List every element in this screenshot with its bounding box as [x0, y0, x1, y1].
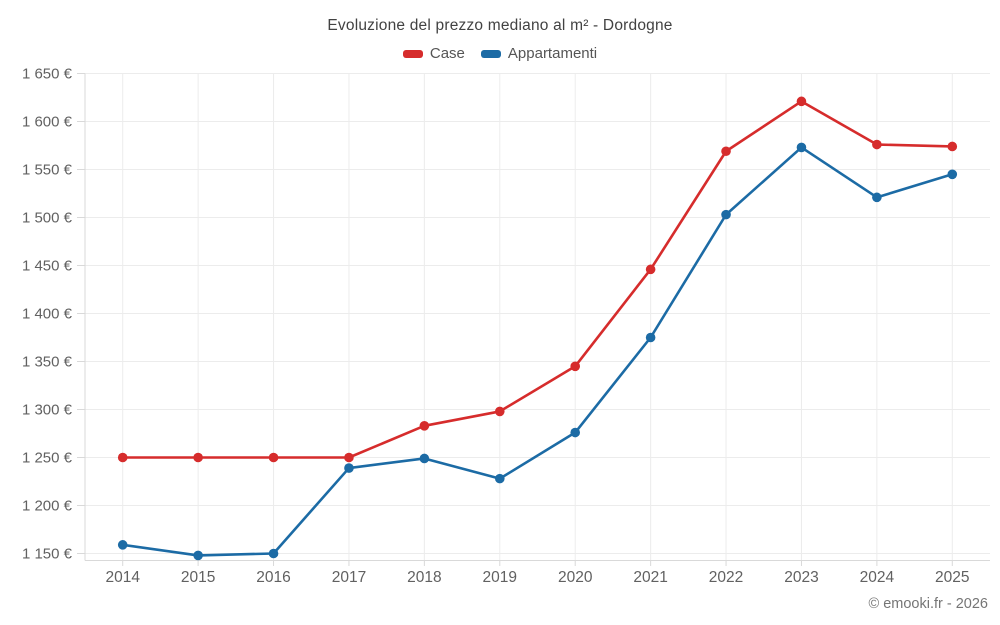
data-point-case-2017	[344, 452, 354, 463]
data-point-appartamenti-2015	[193, 550, 203, 561]
data-point-appartamenti-2024	[872, 192, 882, 203]
legend-label-case: Case	[429, 45, 465, 62]
x-axis-label: 2025	[935, 569, 969, 586]
copyright-credit: © emooki.fr - 2026	[868, 596, 988, 612]
x-axis-label: 2019	[483, 569, 517, 586]
x-axis-label: 2021	[633, 569, 667, 586]
x-axis-label: 2023	[784, 569, 818, 586]
data-point-appartamenti-2020	[570, 427, 581, 438]
y-axis-label: 1 250 €	[22, 450, 73, 467]
series-line-appartamenti	[121, 146, 954, 557]
y-axis-label: 1 500 €	[22, 210, 73, 227]
x-axis-label: 2017	[332, 569, 366, 586]
data-point-case-2022	[721, 146, 731, 157]
x-axis-label: 2022	[709, 569, 743, 586]
x-axis-label: 2015	[181, 569, 215, 586]
y-axis-label: 1 300 €	[22, 402, 73, 419]
data-point-appartamenti-2021	[645, 332, 656, 343]
data-point-appartamenti-2023	[796, 142, 807, 153]
data-point-case-2020	[570, 361, 581, 372]
data-point-appartamenti-2017	[344, 463, 354, 473]
legend-swatch-case-icon	[402, 49, 423, 58]
series-line-case	[121, 100, 954, 459]
data-point-appartamenti-2022	[721, 209, 731, 220]
y-axis-label: 1 450 €	[22, 258, 73, 275]
y-axis-label: 1 550 €	[22, 162, 73, 179]
legend: Case Appartamenti	[0, 45, 1000, 62]
y-axis-label: 1 150 €	[22, 546, 73, 563]
data-point-appartamenti-2014	[117, 540, 128, 550]
data-point-case-2018	[419, 421, 430, 431]
legend-item-case[interactable]: Case	[402, 45, 465, 62]
data-point-case-2014	[117, 452, 128, 463]
data-point-case-2016	[268, 452, 279, 463]
y-axis-label: 1 200 €	[22, 498, 73, 515]
x-axis-label: 2014	[105, 569, 140, 586]
y-axis-label: 1 400 €	[22, 306, 73, 323]
legend-item-appartamenti[interactable]: Appartamenti	[480, 45, 598, 62]
data-point-case-2015	[193, 452, 203, 463]
data-point-appartamenti-2018	[419, 453, 430, 464]
legend-label-appartamenti: Appartamenti	[507, 45, 598, 62]
data-point-case-2019	[494, 406, 505, 417]
data-point-case-2023	[796, 96, 807, 107]
data-point-appartamenti-2025	[947, 169, 958, 180]
x-axis-label: 2016	[256, 569, 290, 586]
legend-swatch-appartamenti-icon	[480, 49, 501, 58]
y-axis-label: 1 350 €	[22, 354, 73, 371]
y-axis-label: 1 600 €	[22, 114, 73, 131]
data-point-case-2025	[947, 141, 958, 152]
data-point-case-2021	[645, 264, 656, 275]
x-axis-label: 2020	[558, 569, 593, 586]
y-axis-label: 1 650 €	[22, 66, 73, 83]
data-point-appartamenti-2016	[268, 548, 279, 559]
x-axis-label: 2018	[407, 569, 441, 586]
chart-title: Evoluzione del prezzo mediano al m² - Do…	[327, 17, 673, 34]
data-point-appartamenti-2019	[494, 473, 505, 484]
x-axis-label: 2024	[860, 569, 895, 586]
data-point-case-2024	[872, 139, 882, 150]
